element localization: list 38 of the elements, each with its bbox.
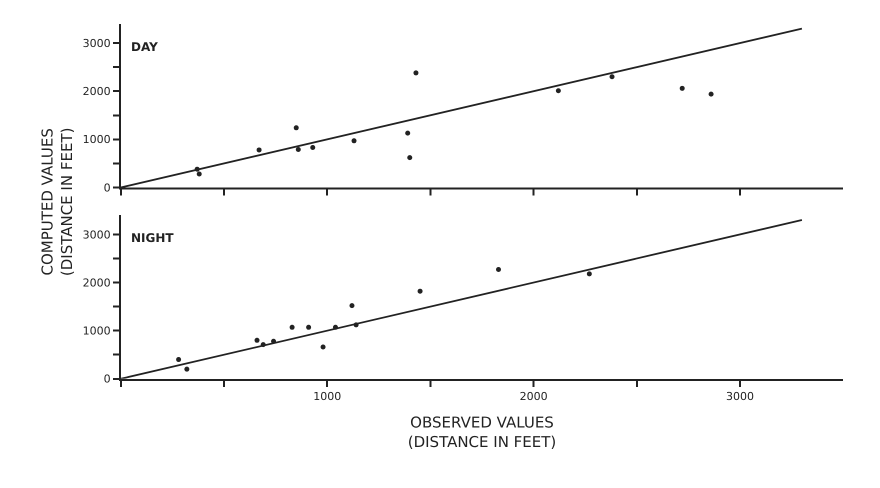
x-tick-label: 1000	[313, 390, 342, 403]
y-tick-label: 3000	[82, 228, 111, 242]
point	[680, 86, 685, 91]
y-tick-label: 2000	[82, 85, 111, 98]
text: NIGHT	[131, 231, 174, 245]
point	[418, 288, 423, 294]
point	[256, 147, 262, 152]
y-axis-title: COMPUTED VALUES (DISTANCE IN FEET)	[38, 128, 76, 276]
point	[413, 70, 418, 76]
y-tick-label: 1000	[82, 324, 111, 338]
y-tick-label: 0	[104, 181, 111, 194]
point	[254, 338, 260, 343]
x-axis-title: OBSERVED VALUES (DISTANCE IN FEET)	[408, 414, 556, 451]
point	[496, 267, 502, 272]
point	[296, 146, 301, 152]
point	[290, 324, 295, 330]
point	[294, 125, 299, 130]
y-tick-label: 2000	[82, 276, 111, 290]
point	[196, 172, 202, 177]
point	[586, 271, 592, 276]
point	[349, 303, 354, 308]
y-tick-label: 0	[104, 372, 111, 386]
point	[405, 130, 410, 136]
point	[176, 357, 182, 362]
point	[352, 138, 357, 144]
text: DAY	[131, 40, 158, 54]
point	[556, 88, 561, 94]
point	[184, 366, 190, 372]
x-tick-label: 2000	[520, 390, 548, 403]
point	[708, 92, 714, 97]
point	[610, 74, 615, 80]
point	[306, 324, 312, 330]
point	[320, 344, 326, 350]
y-tick-label: 1000	[82, 133, 111, 146]
point	[407, 155, 412, 160]
x-tick-label: 3000	[726, 390, 754, 403]
y-tick-label: 3000	[82, 36, 111, 50]
point	[310, 145, 316, 150]
